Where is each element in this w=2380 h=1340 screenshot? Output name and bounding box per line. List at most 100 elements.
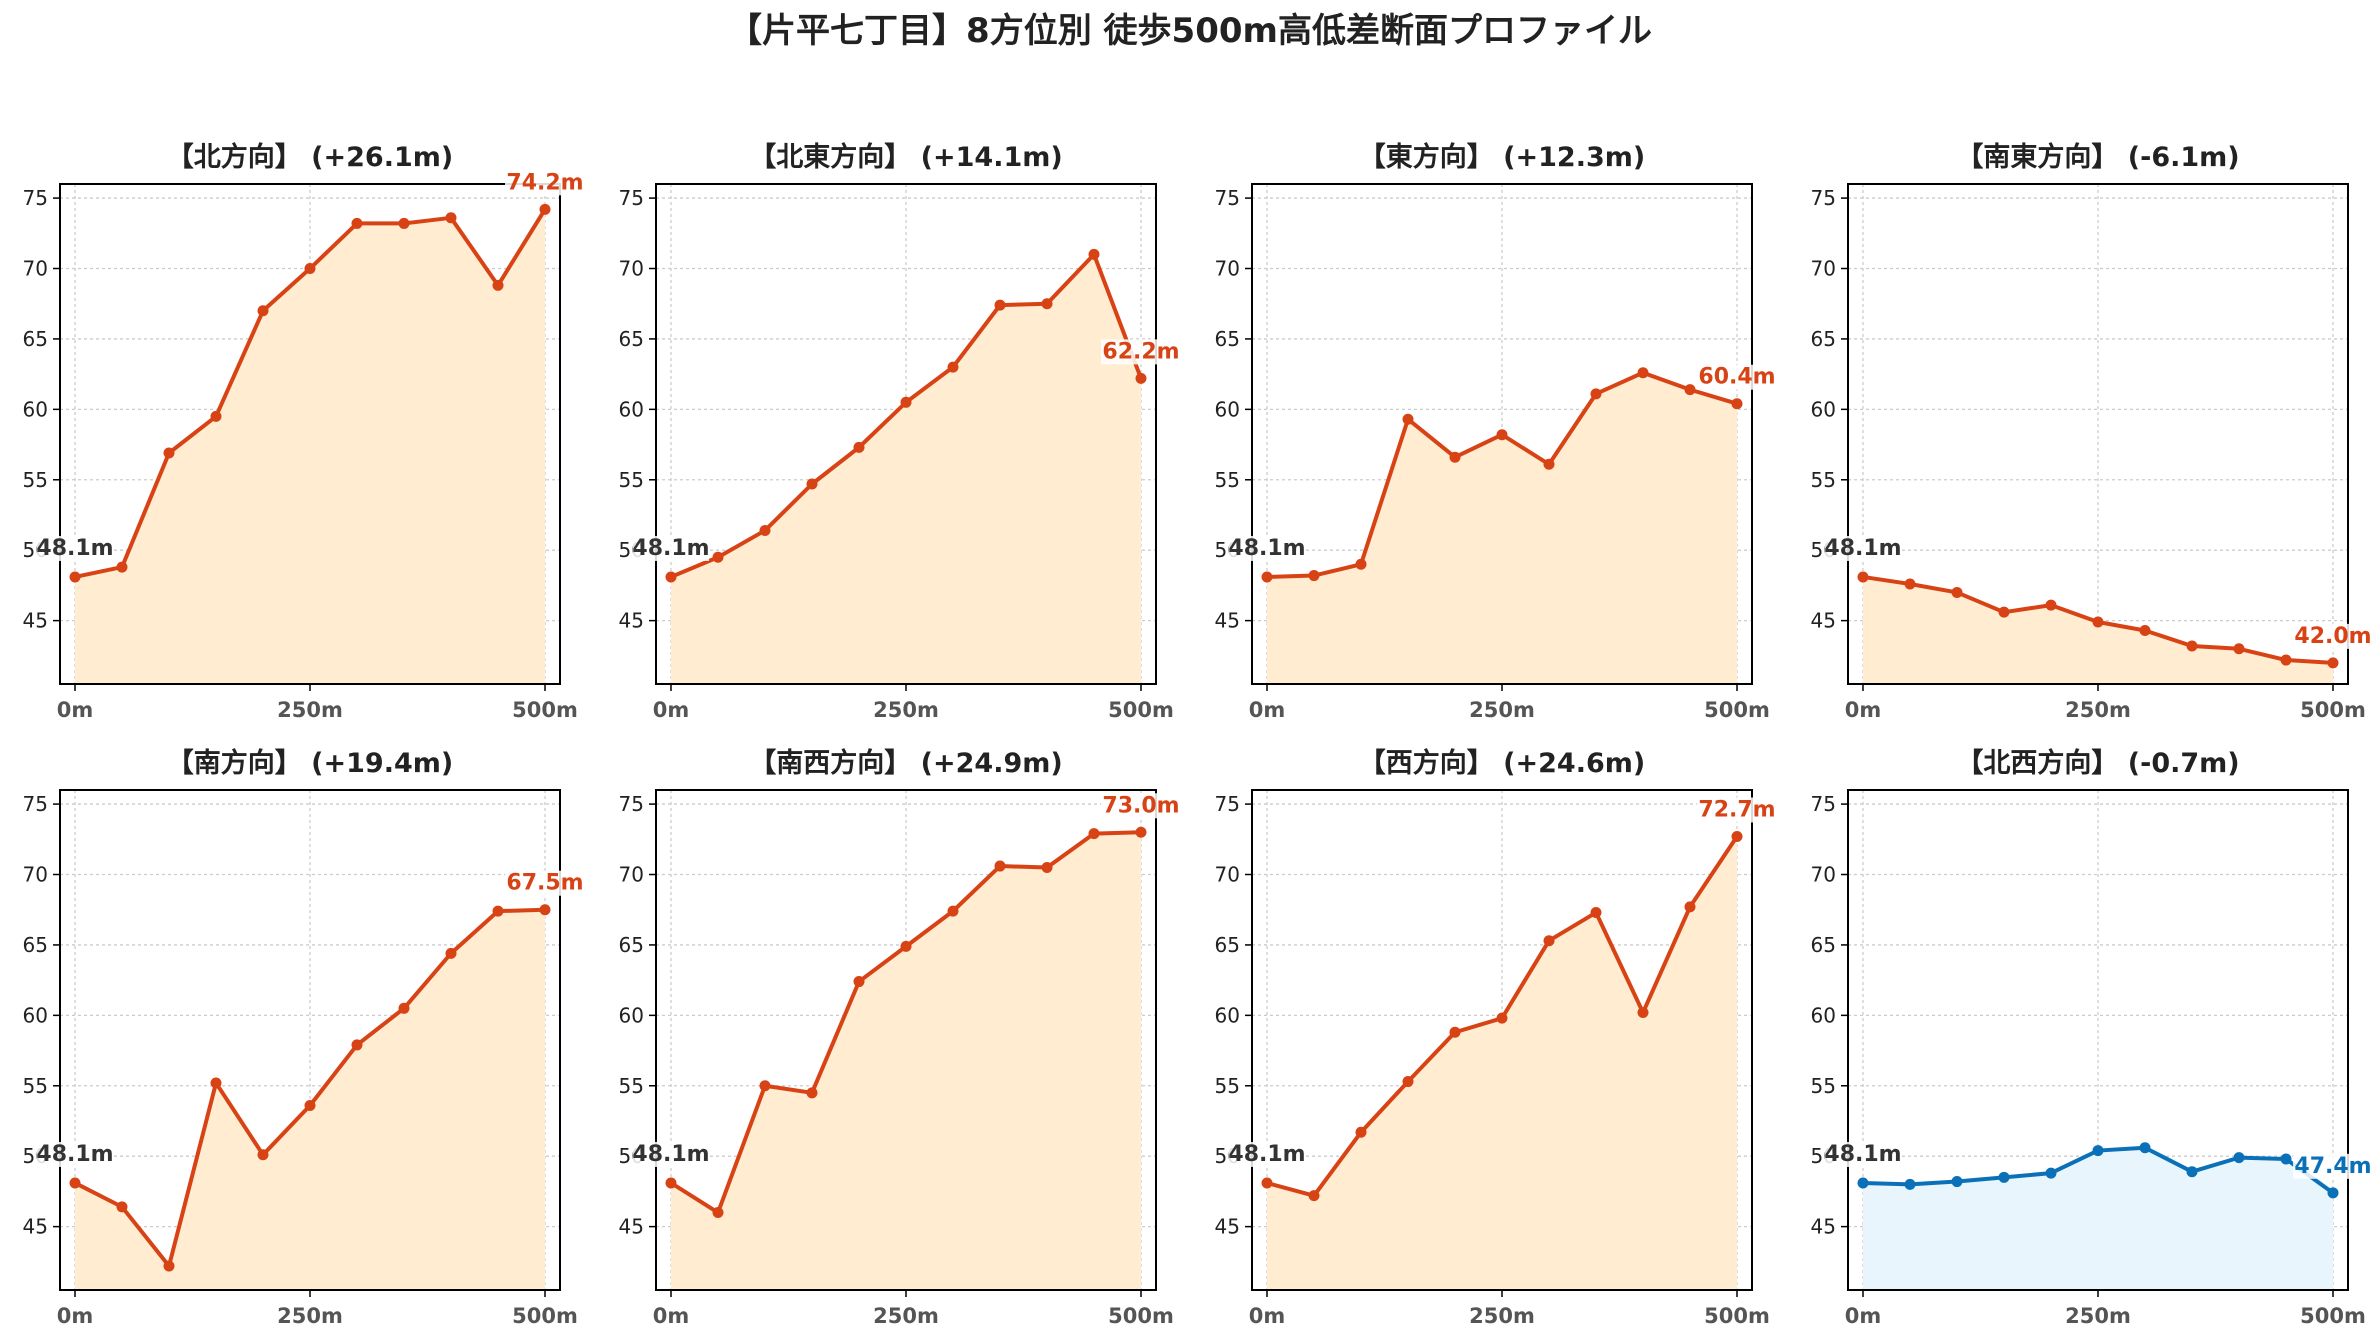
y-tick-label: 70 xyxy=(619,863,644,887)
data-point xyxy=(1543,458,1555,470)
y-tick-label: 45 xyxy=(23,609,48,633)
data-point xyxy=(2280,654,2292,666)
data-point xyxy=(445,212,457,224)
data-point xyxy=(1449,451,1461,463)
start-elevation-label: 48.1m xyxy=(1824,1142,1901,1167)
data-point xyxy=(492,279,504,291)
data-point xyxy=(1731,830,1743,842)
y-tick-label: 55 xyxy=(23,1074,48,1098)
data-point xyxy=(2139,624,2151,636)
x-tick-label: 0m xyxy=(1845,1304,1882,1328)
start-elevation-label: 48.1m xyxy=(1228,1142,1305,1167)
data-point xyxy=(1308,1190,1320,1202)
data-point xyxy=(163,1260,175,1272)
y-tick-label: 75 xyxy=(1811,186,1836,210)
data-point xyxy=(116,561,128,573)
x-tick-label: 0m xyxy=(57,698,94,722)
x-tick-label: 250m xyxy=(277,698,343,722)
x-tick-label: 250m xyxy=(873,698,939,722)
data-point xyxy=(1590,907,1602,919)
data-point xyxy=(1088,828,1100,840)
data-point xyxy=(994,860,1006,872)
x-tick-label: 250m xyxy=(2065,698,2131,722)
figure-title: 【片平七丁目】8方位別 徒歩500m高低差断面プロファイル xyxy=(728,11,1652,51)
start-label-box xyxy=(1825,535,1901,561)
data-point xyxy=(665,1177,677,1189)
end-label-box xyxy=(1101,339,1181,365)
y-tick-label: 70 xyxy=(1811,863,1836,887)
start-label-box xyxy=(633,535,709,561)
data-point xyxy=(900,940,912,952)
data-point xyxy=(1135,372,1147,384)
end-label-box xyxy=(2293,623,2373,649)
data-point xyxy=(2045,599,2057,611)
end-label-box xyxy=(505,170,585,196)
data-point xyxy=(1684,384,1696,396)
data-point xyxy=(665,571,677,583)
y-tick-label: 45 xyxy=(1811,609,1836,633)
y-tick-label: 65 xyxy=(1215,933,1240,957)
start-elevation-label: 48.1m xyxy=(36,1142,113,1167)
x-tick-label: 500m xyxy=(1704,698,1770,722)
y-tick-label: 75 xyxy=(23,186,48,210)
subplot-title: 【北西方向】 (-0.7m) xyxy=(1956,747,2239,779)
data-point xyxy=(2092,1145,2104,1157)
y-tick-label: 70 xyxy=(23,257,48,281)
data-point xyxy=(539,904,551,916)
data-point xyxy=(2045,1167,2057,1179)
data-point xyxy=(1590,388,1602,400)
x-tick-label: 500m xyxy=(1108,1304,1174,1328)
elevation-area xyxy=(75,909,545,1290)
data-point xyxy=(2327,1187,2339,1199)
x-tick-label: 500m xyxy=(2300,698,2366,722)
subplot-title: 【西方向】 (+24.6m) xyxy=(1359,747,1645,779)
end-elevation-label: 60.4m xyxy=(1698,365,1775,390)
data-point xyxy=(2280,1153,2292,1165)
x-tick-label: 250m xyxy=(277,1304,343,1328)
start-label-box xyxy=(1229,535,1305,561)
y-tick-label: 70 xyxy=(1215,863,1240,887)
data-point xyxy=(712,1207,724,1219)
data-point xyxy=(1088,248,1100,260)
data-point xyxy=(2186,1166,2198,1178)
data-point xyxy=(759,1080,771,1092)
x-tick-label: 0m xyxy=(653,698,690,722)
end-elevation-label: 67.5m xyxy=(506,871,583,896)
data-point xyxy=(2233,643,2245,655)
data-point xyxy=(1951,586,1963,598)
end-label-box xyxy=(505,870,585,896)
start-label-box xyxy=(37,535,113,561)
x-tick-label: 250m xyxy=(1469,1304,1535,1328)
y-tick-label: 55 xyxy=(1215,1074,1240,1098)
y-tick-label: 45 xyxy=(619,609,644,633)
elevation-area xyxy=(1267,372,1737,684)
data-point xyxy=(1261,1177,1273,1189)
data-point xyxy=(304,263,316,275)
y-tick-label: 60 xyxy=(1215,397,1240,421)
data-point xyxy=(1308,570,1320,582)
y-tick-label: 65 xyxy=(1811,933,1836,957)
data-point xyxy=(1684,901,1696,913)
elevation-area xyxy=(1863,1147,2333,1290)
data-point xyxy=(1041,861,1053,873)
y-tick-label: 65 xyxy=(1215,327,1240,351)
data-point xyxy=(304,1099,316,1111)
y-tick-label: 45 xyxy=(619,1215,644,1239)
end-elevation-label: 72.7m xyxy=(1698,797,1775,822)
data-point xyxy=(853,441,865,453)
y-tick-label: 65 xyxy=(23,933,48,957)
data-point xyxy=(116,1201,128,1213)
data-point xyxy=(1449,1026,1461,1038)
data-point xyxy=(2186,640,2198,652)
y-tick-label: 55 xyxy=(619,468,644,492)
x-tick-label: 500m xyxy=(2300,1304,2366,1328)
start-elevation-label: 48.1m xyxy=(632,536,709,561)
data-point xyxy=(947,361,959,373)
y-tick-label: 75 xyxy=(1215,186,1240,210)
data-point xyxy=(2233,1152,2245,1164)
